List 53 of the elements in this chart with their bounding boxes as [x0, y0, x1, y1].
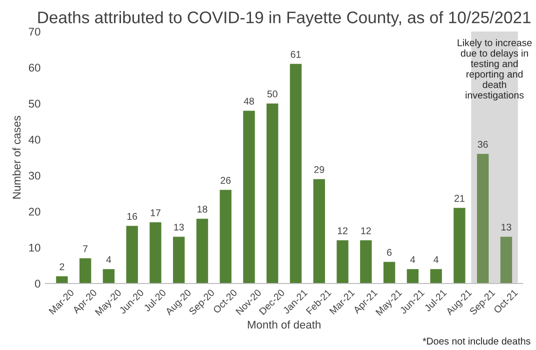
bar	[102, 269, 115, 284]
y-tick-label: 70	[28, 28, 40, 36]
data-label: 4	[106, 256, 112, 263]
data-label: 36	[478, 140, 488, 148]
bar	[173, 236, 185, 284]
y-tick-label: 30	[28, 172, 40, 180]
bar	[360, 240, 372, 284]
data-label: 4	[434, 256, 438, 263]
bar	[79, 258, 92, 284]
bar	[220, 190, 232, 284]
data-label: 6	[387, 248, 392, 256]
data-label: 12	[361, 227, 371, 234]
data-label: 12	[338, 227, 348, 234]
bar	[150, 222, 162, 284]
bar	[290, 64, 302, 284]
bar	[313, 179, 326, 284]
data-label: 16	[127, 212, 138, 220]
data-label: 21	[454, 194, 464, 202]
bar	[126, 226, 138, 284]
band-label: Likely to increase due to delays in testing and reporting and death investigations	[458, 39, 532, 100]
data-label: 48	[244, 98, 254, 105]
data-label: 7	[83, 245, 88, 252]
bar	[477, 154, 489, 284]
data-label: 26	[220, 176, 231, 184]
data-label: 18	[198, 206, 208, 213]
data-label: 2	[60, 263, 64, 270]
bar	[406, 269, 419, 284]
data-label: 4	[410, 256, 416, 263]
data-label: 17	[150, 209, 160, 216]
bar	[266, 104, 278, 284]
bar	[430, 269, 442, 284]
bar	[454, 208, 466, 284]
y-tick-label: 40	[28, 136, 40, 144]
y-axis-title: Number of cases	[12, 116, 21, 199]
y-tick-label: 60	[28, 64, 40, 72]
data-label: 61	[290, 50, 301, 58]
bar	[500, 236, 512, 284]
bar	[243, 110, 255, 284]
data-label: 13	[502, 224, 512, 231]
bar	[336, 240, 348, 284]
bar	[56, 276, 68, 284]
text: *Does not include deaths	[422, 337, 530, 345]
y-tick-label: 20	[28, 208, 40, 216]
y-tick-label: 50	[28, 100, 40, 108]
bar	[196, 218, 208, 284]
data-label: 29	[314, 166, 324, 174]
chart-title: Deaths attributed to COVID-19 in Fayette County, as of 10/25/2021	[38, 11, 530, 27]
data-label: 13	[174, 224, 184, 231]
y-tick-label: 0	[34, 280, 40, 288]
data-label: 50	[267, 90, 278, 98]
bar	[383, 262, 396, 284]
x-axis-title: Month of death	[248, 320, 320, 329]
y-tick-label: 10	[29, 244, 40, 252]
